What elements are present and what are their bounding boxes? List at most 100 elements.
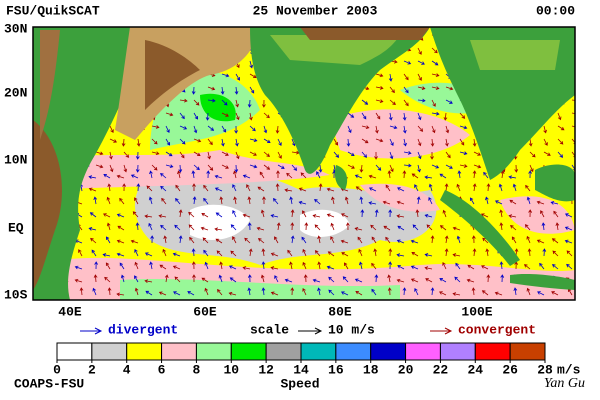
wind-arrow (361, 138, 369, 144)
wind-arrow (116, 174, 125, 179)
wind-arrow (162, 248, 167, 257)
wind-arrow (340, 239, 349, 244)
legend: divergent scale 10 m/s convergent (80, 322, 536, 337)
wind-arrow (566, 263, 573, 270)
wind-arrow (94, 261, 99, 270)
wind-arrow (107, 287, 112, 296)
wind-arrow (290, 222, 295, 231)
wind-arrow (130, 174, 139, 179)
colorbar-swatch (370, 342, 407, 361)
wind-arrow (261, 248, 266, 257)
wind-arrow (402, 125, 407, 134)
wind-arrow (123, 151, 130, 158)
wind-arrow (109, 138, 118, 143)
colorbar-tick-label: 28 (537, 362, 553, 377)
wind-arrow (333, 151, 340, 158)
wind-arrow (431, 111, 440, 116)
wind-arrow (330, 222, 335, 231)
wind-arrow (542, 248, 547, 257)
wind-arrow (173, 291, 181, 296)
wind-arrow (383, 225, 391, 231)
wind-arrow (95, 151, 104, 156)
lon-label: 80E (328, 304, 352, 319)
wind-arrow (414, 184, 419, 192)
wind-arrow (132, 211, 139, 218)
wind-arrow (411, 251, 419, 257)
wind-arrow (417, 60, 425, 65)
wind-arrow (417, 151, 422, 160)
wind-arrow (396, 200, 405, 205)
wind-arrow (116, 213, 125, 218)
wind-arrow (116, 292, 125, 297)
colorbar-tick-label: 8 (193, 362, 201, 377)
wind-arrow (347, 125, 352, 134)
wind-arrow (500, 170, 505, 179)
wind-arrow (193, 112, 198, 120)
wind-arrow (445, 86, 454, 91)
wind-arrow (136, 183, 141, 192)
wind-arrow (88, 227, 97, 231)
wind-arrow (486, 183, 491, 192)
wind-arrow (494, 200, 503, 205)
wind-arrow (415, 209, 420, 218)
wind-arrow (258, 238, 265, 244)
wind-arrow (263, 125, 268, 134)
wind-arrow (316, 171, 321, 179)
wind-arrow (276, 222, 281, 231)
wind-arrow (375, 99, 384, 103)
wind-arrow (526, 287, 531, 296)
wind-arrow (116, 252, 125, 257)
wind-arrow (368, 187, 377, 192)
wind-arrow (178, 209, 183, 218)
wind-arrow (201, 277, 209, 283)
wind-arrow (389, 164, 394, 173)
colorbar-swatch (509, 342, 546, 361)
wind-arrow (354, 174, 363, 179)
colorbar-tick-label: 12 (258, 362, 274, 377)
wind-arrow (499, 209, 504, 218)
wind-arrow (389, 99, 396, 106)
wind-arrow (165, 138, 171, 146)
wind-arrow (179, 112, 185, 120)
wind-arrow (457, 170, 462, 179)
wind-arrow (471, 235, 476, 244)
wind-arrow (403, 86, 409, 94)
colorbar-tick-label: 0 (53, 362, 61, 377)
footer-left: COAPS-FSU (14, 376, 84, 391)
wind-arrow (571, 125, 575, 128)
wind-arrow (317, 287, 321, 296)
wind-arrow (247, 287, 252, 296)
wind-arrow (151, 125, 160, 129)
wind-arrow (149, 261, 153, 270)
wind-arrow (148, 222, 153, 231)
wind-arrow (172, 265, 181, 270)
wind-arrow (342, 276, 349, 283)
wind-arrow (456, 183, 461, 192)
wind-arrow (571, 164, 575, 171)
wind-arrow (159, 264, 167, 270)
wind-arrow (483, 171, 489, 179)
wind-arrow (452, 226, 461, 231)
wind-arrow (527, 248, 532, 257)
wind-arrow (512, 183, 517, 192)
wind-arrow (318, 183, 323, 192)
wind-arrow (486, 274, 491, 283)
wind-arrow (116, 239, 125, 244)
wind-arrow (228, 265, 237, 270)
wind-arrow (347, 151, 355, 156)
wind-arrow (312, 214, 321, 218)
wind-arrow (529, 151, 536, 158)
legend-scale: scale (250, 322, 289, 337)
wind-arrow (431, 60, 439, 66)
wind-arrow (228, 291, 237, 296)
wind-arrow (179, 125, 188, 130)
wind-arrow (270, 252, 279, 257)
wind-arrow (314, 198, 321, 205)
wind-arrow (510, 224, 517, 231)
wind-arrow (414, 288, 419, 296)
wind-arrow (289, 261, 293, 270)
wind-arrow (134, 261, 139, 270)
wind-arrow (389, 86, 395, 94)
wind-arrow (550, 201, 559, 205)
wind-arrow (514, 164, 519, 173)
